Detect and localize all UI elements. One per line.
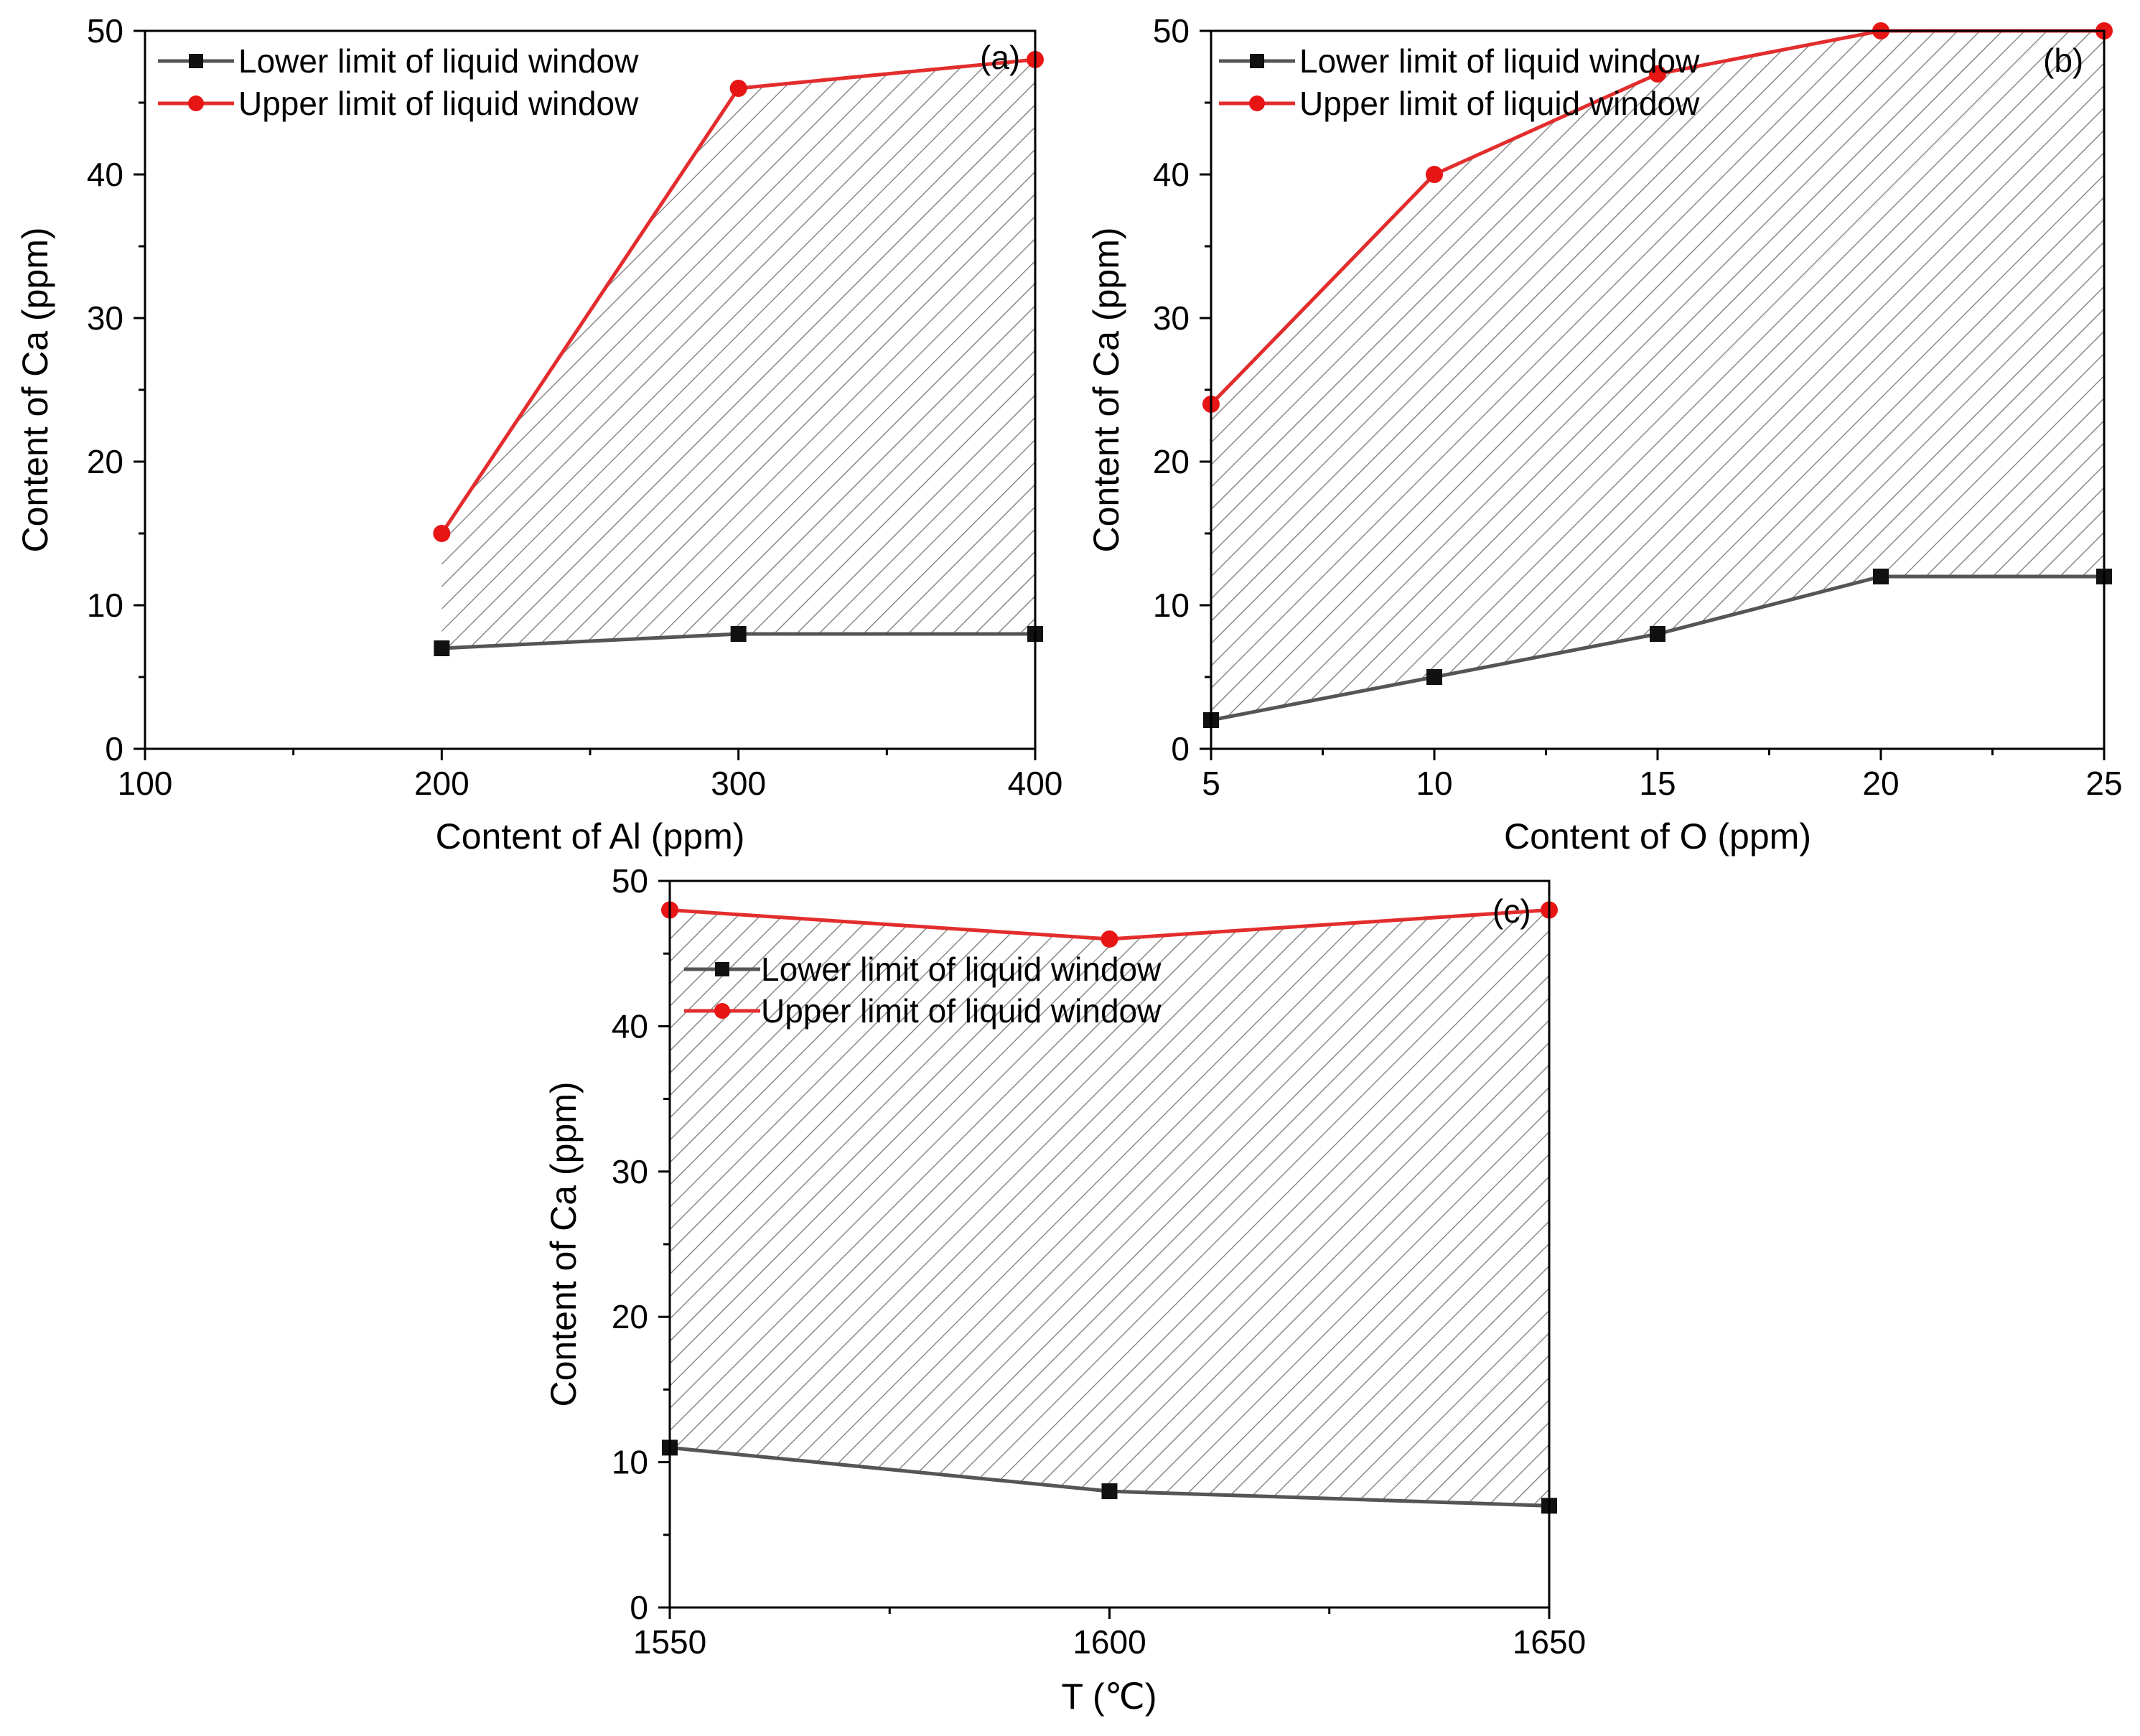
panel-label: (a): [980, 39, 1020, 76]
panel-label: (b): [2043, 42, 2083, 79]
y-tick-label: 50: [612, 862, 648, 900]
upper-limit-point: [1426, 166, 1443, 183]
legend: Lower limit of liquid window Upper limit…: [1219, 42, 1700, 122]
chart-panel-b: 5 10 15 20 25 0 10 20 30 40 50 Lower limit of liqu…: [1086, 12, 2123, 857]
legend-marker-lower: [189, 54, 203, 68]
legend-label-lower: Lower limit of liquid window: [238, 42, 639, 80]
y-tick-label: 10: [87, 587, 123, 624]
legend-label-upper: Upper limit of liquid window: [238, 85, 639, 122]
lower-limit-point: [1426, 669, 1442, 685]
x-axis-label: Content of Al (ppm): [436, 816, 745, 857]
legend-marker-upper: [188, 95, 204, 111]
upper-limit-point: [729, 80, 747, 97]
x-axis-label: Content of O (ppm): [1504, 816, 1811, 857]
y-tick-label: 50: [87, 12, 123, 50]
panel-label: (c): [1492, 892, 1531, 930]
fill-layer: [1211, 31, 2104, 720]
y-tick-label: 40: [612, 1007, 648, 1045]
x-tick-label: 1600: [1073, 1623, 1146, 1661]
y-axis-label: Content of Ca (ppm): [543, 1082, 584, 1407]
legend-label-upper: Upper limit of liquid window: [761, 992, 1162, 1030]
lower-limit-point: [434, 640, 450, 656]
x-tick-label: 300: [711, 765, 766, 802]
x-tick-label: 1550: [633, 1623, 706, 1661]
x-axis-label: T (℃): [1062, 1676, 1157, 1717]
liquid-window-fill: [1211, 31, 2104, 720]
series-layer: [661, 901, 1558, 1514]
y-tick-label: 20: [612, 1298, 648, 1335]
x-tick-label: 400: [1008, 765, 1063, 802]
x-tick-label: 200: [414, 765, 469, 802]
fill-layer: [670, 910, 1549, 1506]
tick-layer: 100 200 300 400 0 10 20 30 40 50: [87, 12, 1063, 802]
liquid-window-fill: [670, 910, 1549, 1506]
y-tick-label: 40: [87, 156, 123, 193]
y-tick-label: 0: [1171, 730, 1190, 767]
y-tick-label: 0: [105, 730, 123, 767]
x-tick-label: 20: [1862, 765, 1899, 802]
y-tick-label: 50: [1153, 12, 1190, 50]
legend-marker-upper: [1249, 95, 1265, 111]
legend-marker-lower: [715, 962, 729, 976]
lower-limit-point: [1873, 569, 1889, 584]
x-tick-label: 25: [2085, 765, 2122, 802]
upper-limit-point: [1101, 930, 1118, 948]
lower-limit-point: [1101, 1483, 1118, 1500]
tick-layer: 1550 1600 1650 0 10 20 30 40 50: [612, 862, 1586, 1661]
lower-limit-point: [1650, 626, 1665, 642]
legend-label-upper: Upper limit of liquid window: [1299, 85, 1700, 122]
lower-limit-point: [730, 626, 747, 642]
x-tick-label: 100: [118, 765, 173, 802]
y-tick-label: 10: [1153, 587, 1190, 624]
legend: Lower limit of liquid window Upper limit…: [158, 42, 639, 122]
y-axis-label: Content of Ca (ppm): [1086, 228, 1126, 553]
upper-limit-point: [433, 525, 451, 542]
y-tick-label: 0: [630, 1589, 648, 1626]
legend-marker-upper: [714, 1003, 730, 1019]
series-layer: [433, 51, 1044, 656]
x-tick-label: 10: [1416, 765, 1452, 802]
legend-marker-lower: [1250, 54, 1264, 68]
y-tick-label: 40: [1153, 156, 1190, 193]
y-tick-label: 30: [1153, 299, 1190, 337]
chart-panel-a: 100 200 300 400 0 10 20 30 40 50 Lower limit of l…: [15, 12, 1062, 857]
liquid-window-fill: [441, 60, 1035, 648]
legend: Lower limit of liquid window Upper limit…: [684, 951, 1162, 1030]
tick-layer: 5 10 15 20 25 0 10 20 30 40 50: [1153, 12, 2123, 802]
legend-label-lower: Lower limit of liquid window: [1299, 42, 1700, 80]
fill-layer: [441, 60, 1035, 648]
y-axis-label: Content of Ca (ppm): [15, 228, 55, 553]
upper-limit-point: [1649, 65, 1666, 83]
y-tick-label: 30: [612, 1153, 648, 1190]
legend-label-lower: Lower limit of liquid window: [761, 951, 1162, 988]
y-tick-label: 20: [1153, 443, 1190, 480]
x-tick-label: 15: [1639, 765, 1676, 802]
chart-panel-c: 1550 1600 1650 0 10 20 30 40 50 Lower limit of l…: [543, 862, 1586, 1717]
x-tick-label: 1650: [1513, 1623, 1586, 1661]
y-tick-label: 10: [612, 1444, 648, 1481]
y-tick-label: 30: [87, 299, 123, 337]
x-tick-label: 5: [1202, 765, 1220, 802]
y-tick-label: 20: [87, 443, 123, 480]
